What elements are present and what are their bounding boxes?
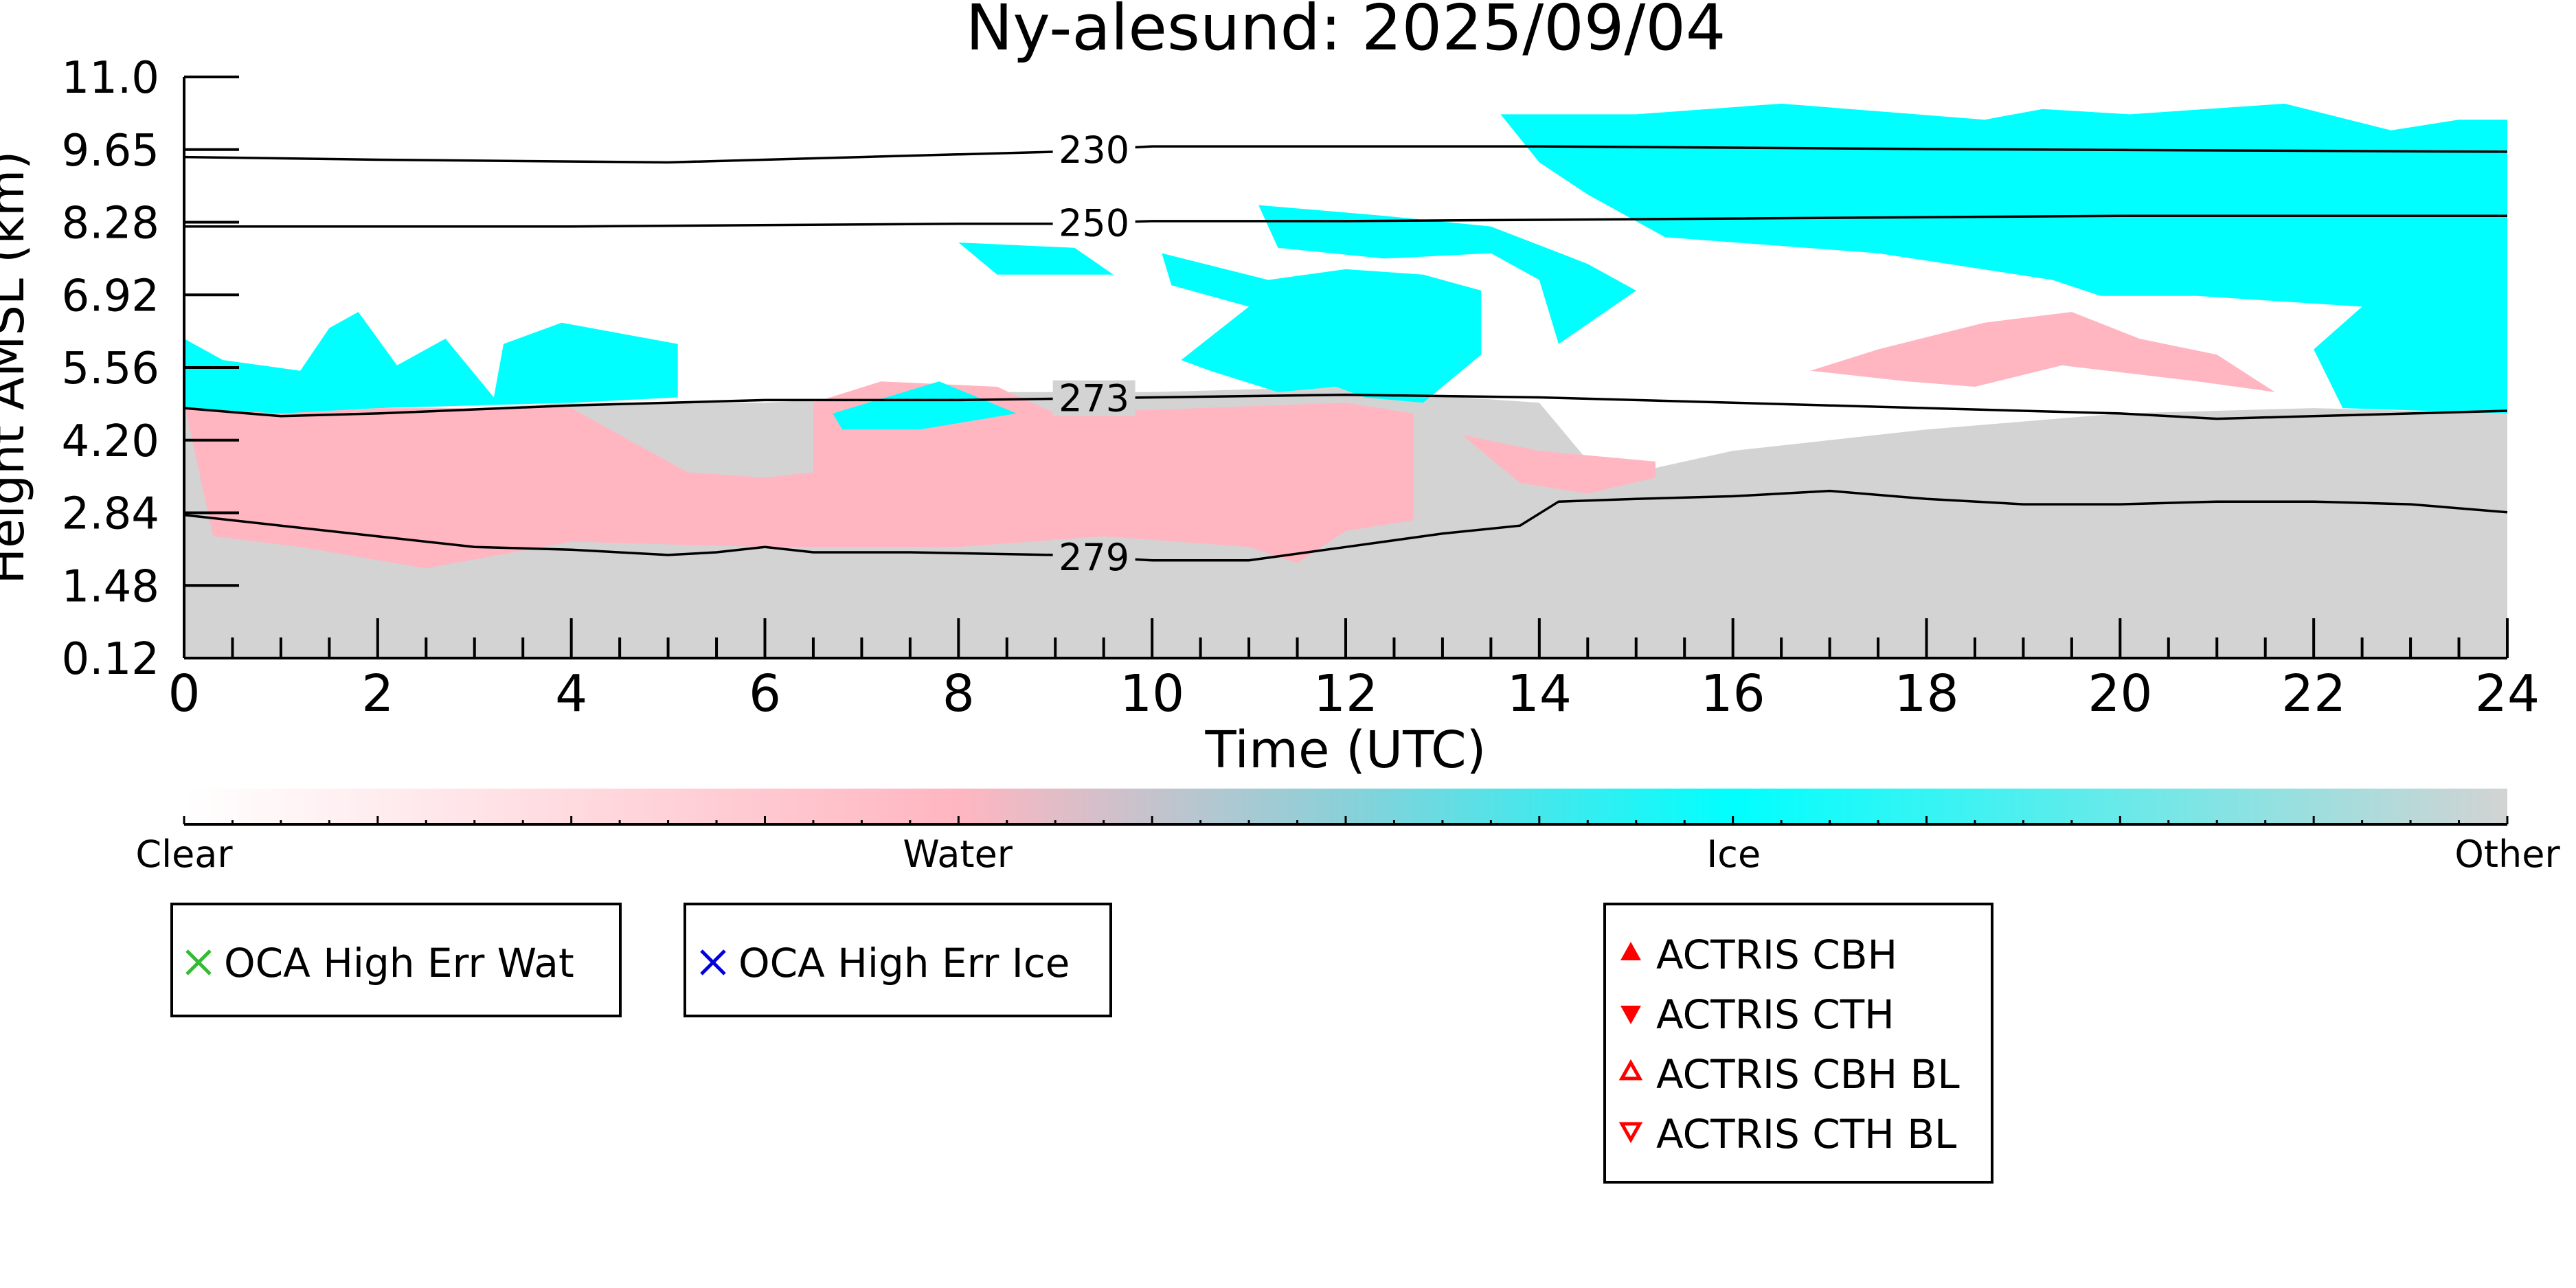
- x-axis-ticks: 0 2 4 6 8 10 12 14 16 18 20 22 24: [168, 618, 2540, 723]
- x-tick-label: 14: [1507, 664, 1572, 723]
- contour-label-250: 250: [1059, 201, 1129, 245]
- contour-250-line: [184, 214, 2507, 228]
- x-tick-label: 10: [1120, 664, 1184, 723]
- colorbar-label-other: Other: [2454, 833, 2560, 876]
- colorbar-label-water: Water: [903, 833, 1013, 876]
- legend-label-actris-cbh-bl: ACTRIS CBH BL: [1656, 1051, 1960, 1098]
- plot-area: [184, 77, 2507, 658]
- contour-label-mask: [1052, 380, 1136, 416]
- contour-label-mask: [1052, 131, 1136, 168]
- green-x-marker-icon: [185, 949, 212, 975]
- y-tick-label: 9.65: [62, 126, 160, 177]
- contour-label-273: 273: [1059, 377, 1129, 420]
- contour-label-mask: [1052, 539, 1136, 576]
- red-filled-down-triangle-icon: [1620, 1006, 1641, 1024]
- water-region: [1810, 312, 2275, 392]
- ice-region: [958, 242, 1114, 275]
- colorbar: Clear Water Ice Other: [135, 789, 2560, 876]
- ice-region: [1162, 253, 1482, 403]
- y-tick-label: 11.0: [62, 53, 160, 104]
- ice-region: [1258, 205, 1636, 344]
- legend-label-actris-cbh: ACTRIS CBH: [1656, 931, 1897, 978]
- x-tick-label: 2: [361, 664, 394, 723]
- red-hollow-up-triangle-icon: [1618, 1059, 1643, 1081]
- x-tick-label: 6: [749, 664, 781, 723]
- colorbar-labels: Clear Water Ice Other: [135, 833, 2560, 876]
- y-tick-label: 1.48: [62, 561, 160, 612]
- y-tick-label: 8.28: [62, 199, 160, 249]
- x-tick-label: 24: [2475, 664, 2540, 723]
- legend-actris: ACTRIS CBH ACTRIS CTH ACTRIS CBH BL ACTR…: [1603, 903, 1993, 1184]
- legend-oca-ice: OCA High Err Ice: [683, 903, 1112, 1017]
- legend-label-actris-cth: ACTRIS CTH: [1656, 991, 1895, 1038]
- red-filled-up-triangle-icon: [1620, 942, 1641, 960]
- x-tick-label: 22: [2281, 664, 2346, 723]
- legend-label-oca-wat: OCA High Err Wat: [224, 940, 574, 986]
- contour-label-279: 279: [1059, 536, 1129, 579]
- contour-label-230: 230: [1059, 128, 1129, 172]
- contour-279-line: [183, 489, 2508, 562]
- y-axis-label: Height AMSL (km): [0, 151, 35, 585]
- colorbar-ticks: [183, 816, 2509, 824]
- y-tick-label: 2.84: [62, 489, 160, 540]
- contour-label-mask: [1052, 205, 1136, 241]
- x-tick-label: 20: [2088, 664, 2152, 723]
- x-tick-label: 4: [555, 664, 587, 723]
- legend-label-oca-ice: OCA High Err Ice: [738, 940, 1070, 986]
- ice-region: [184, 312, 678, 414]
- ice-region: [833, 381, 1017, 430]
- y-tick-label: 0.12: [62, 634, 160, 685]
- y-tick-label: 6.92: [62, 271, 160, 321]
- legend-oca-wat: OCA High Err Wat: [170, 903, 622, 1017]
- x-tick-label: 8: [942, 664, 975, 723]
- colorbar-label-clear: Clear: [135, 833, 233, 876]
- y-axis-ticks: 0.12 1.48 2.84 4.20 5.56 6.92 8.28 9.65 11.0: [62, 53, 239, 685]
- x-tick-label: 12: [1313, 664, 1378, 723]
- ice-region: [1500, 103, 2507, 414]
- x-tick-label: 16: [1701, 664, 1765, 723]
- red-hollow-down-triangle-icon: [1618, 1122, 1643, 1144]
- temperature-contours: 230 250 273 279: [183, 128, 2508, 579]
- colorbar-label-ice: Ice: [1706, 833, 1761, 876]
- water-region: [184, 381, 1414, 569]
- legend-label-actris-cth-bl: ACTRIS CTH BL: [1656, 1111, 1956, 1157]
- chart-title: Ny-alesund: 2025/09/04: [966, 0, 1726, 65]
- blue-x-marker-icon: [700, 949, 726, 975]
- y-tick-label: 4.20: [62, 416, 160, 467]
- contour-273-line: [183, 393, 2508, 420]
- y-tick-label: 5.56: [62, 343, 160, 394]
- x-tick-label: 18: [1894, 664, 1958, 723]
- water-region: [1462, 435, 1656, 494]
- x-axis-label: Time (UTC): [1204, 721, 1486, 780]
- x-tick-label: 0: [168, 664, 200, 723]
